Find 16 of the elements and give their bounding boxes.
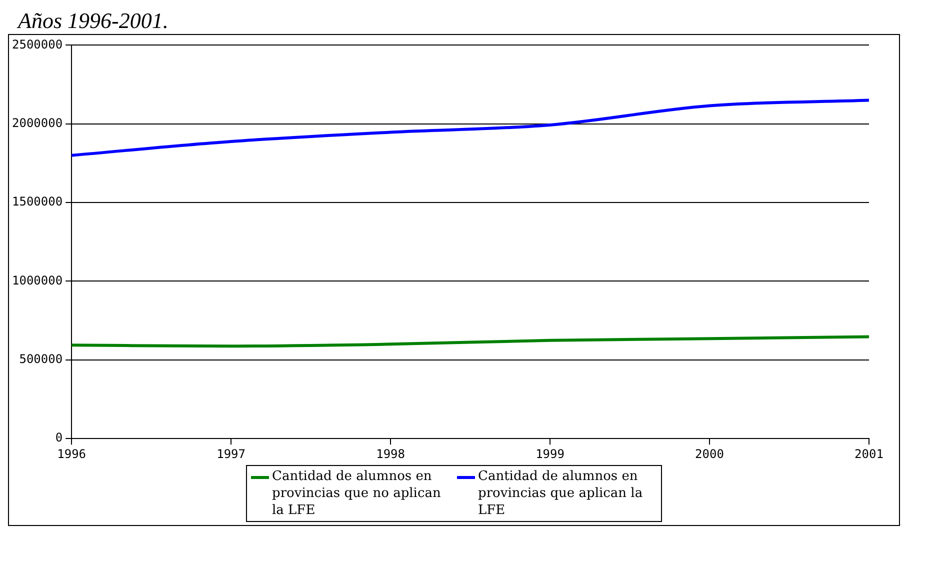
x-tick-label: 1999 — [536, 446, 564, 461]
x-tick-label: 2000 — [695, 446, 724, 461]
chart-title: Años 1996-2001. — [18, 8, 170, 34]
y-tick-label: 500000 — [19, 352, 63, 366]
x-tick-label: 1997 — [216, 446, 246, 461]
x-tick-label: 1998 — [376, 446, 405, 461]
x-tick-label: 2001 — [854, 446, 884, 461]
line-series — [72, 335, 869, 348]
legend-label: Cantidad de alumnos en provincias que aplican la LFE — [478, 468, 644, 519]
y-tick-label: 1500000 — [12, 194, 63, 209]
y-tick-label: 1000000 — [12, 273, 63, 288]
y-tick-label: 2500000 — [12, 37, 63, 52]
x-tick-label: 1996 — [57, 446, 86, 461]
y-tick-label: 2000000 — [12, 116, 63, 130]
legend-label: Cantidad de alumnos en provincias que no aplican la LFE — [272, 468, 442, 519]
y-tick-label: 0 — [55, 430, 63, 445]
